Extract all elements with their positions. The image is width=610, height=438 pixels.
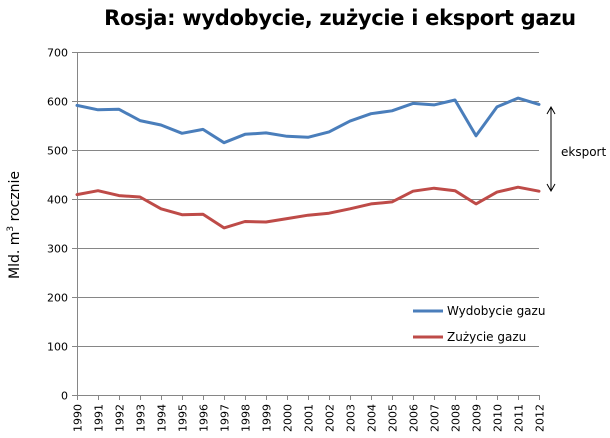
x-tick-label: 2011 [513,404,526,432]
x-tick-label: 2004 [366,404,379,432]
x-tick-label: 1997 [219,404,232,432]
x-axis: 1990 1991 1992 1993 1994 1995 1996 1997 1998 1999… [72,395,547,432]
x-tick-label: 2010 [492,404,505,432]
plot-lines [75,96,541,230]
legend: Wydobycie gazu Zużycie gazu [413,304,545,344]
series-line-consumption [75,185,541,230]
x-tick-label: 1995 [177,404,190,432]
gridlines [77,52,539,347]
chart-title: Rosja: wydobycie, zużycie i eksport gazu [104,6,576,30]
x-tick-label: 1990 [72,404,85,432]
x-tick-label: 1991 [93,404,106,432]
x-tick-label: 1999 [261,404,274,432]
x-tick-label: 2000 [282,404,295,432]
x-tick-label: 2002 [324,404,337,432]
x-tick-label: 2003 [345,404,358,432]
x-tick-label: 2009 [471,404,484,432]
x-tick-label: 1994 [156,404,169,432]
y-tick-label: 300 [47,243,68,256]
x-tick-label: 2006 [408,404,421,432]
y-tick-label: 400 [47,194,68,207]
x-tick-label: 1996 [198,404,211,432]
arrow-up-head-icon [546,105,556,115]
legend-label-production: Wydobycie gazu [447,304,545,318]
x-tick-label: 1993 [135,404,148,432]
y-axis: 0 100 200 300 400 500 600 700 [47,47,78,403]
y-tick-label: 500 [47,145,68,158]
legend-item-production: Wydobycie gazu [413,304,545,318]
y-axis-label: Mld. m3 rocznie [6,171,23,279]
y-tick-label: 700 [47,47,68,60]
y-tick-label: 100 [47,341,68,354]
x-tick-label: 2012 [534,404,547,432]
x-tick-label: 1992 [114,404,127,432]
legend-item-consumption: Zużycie gazu [413,330,526,344]
y-tick-label: 200 [47,292,68,305]
x-tick-label: 2005 [387,404,400,432]
arrow-down-head-icon [546,183,556,193]
export-annotation: eksport [546,105,606,193]
x-tick-label: 1998 [240,404,253,432]
legend-label-consumption: Zużycie gazu [447,330,526,344]
x-tick-label: 2001 [303,404,316,432]
y-tick-label: 600 [47,96,68,109]
export-label: eksport [561,145,606,159]
y-tick-label: 0 [61,390,68,403]
x-tick-label: 2008 [450,404,463,432]
x-tick-label: 2007 [429,404,442,432]
series-line-production [75,96,541,145]
